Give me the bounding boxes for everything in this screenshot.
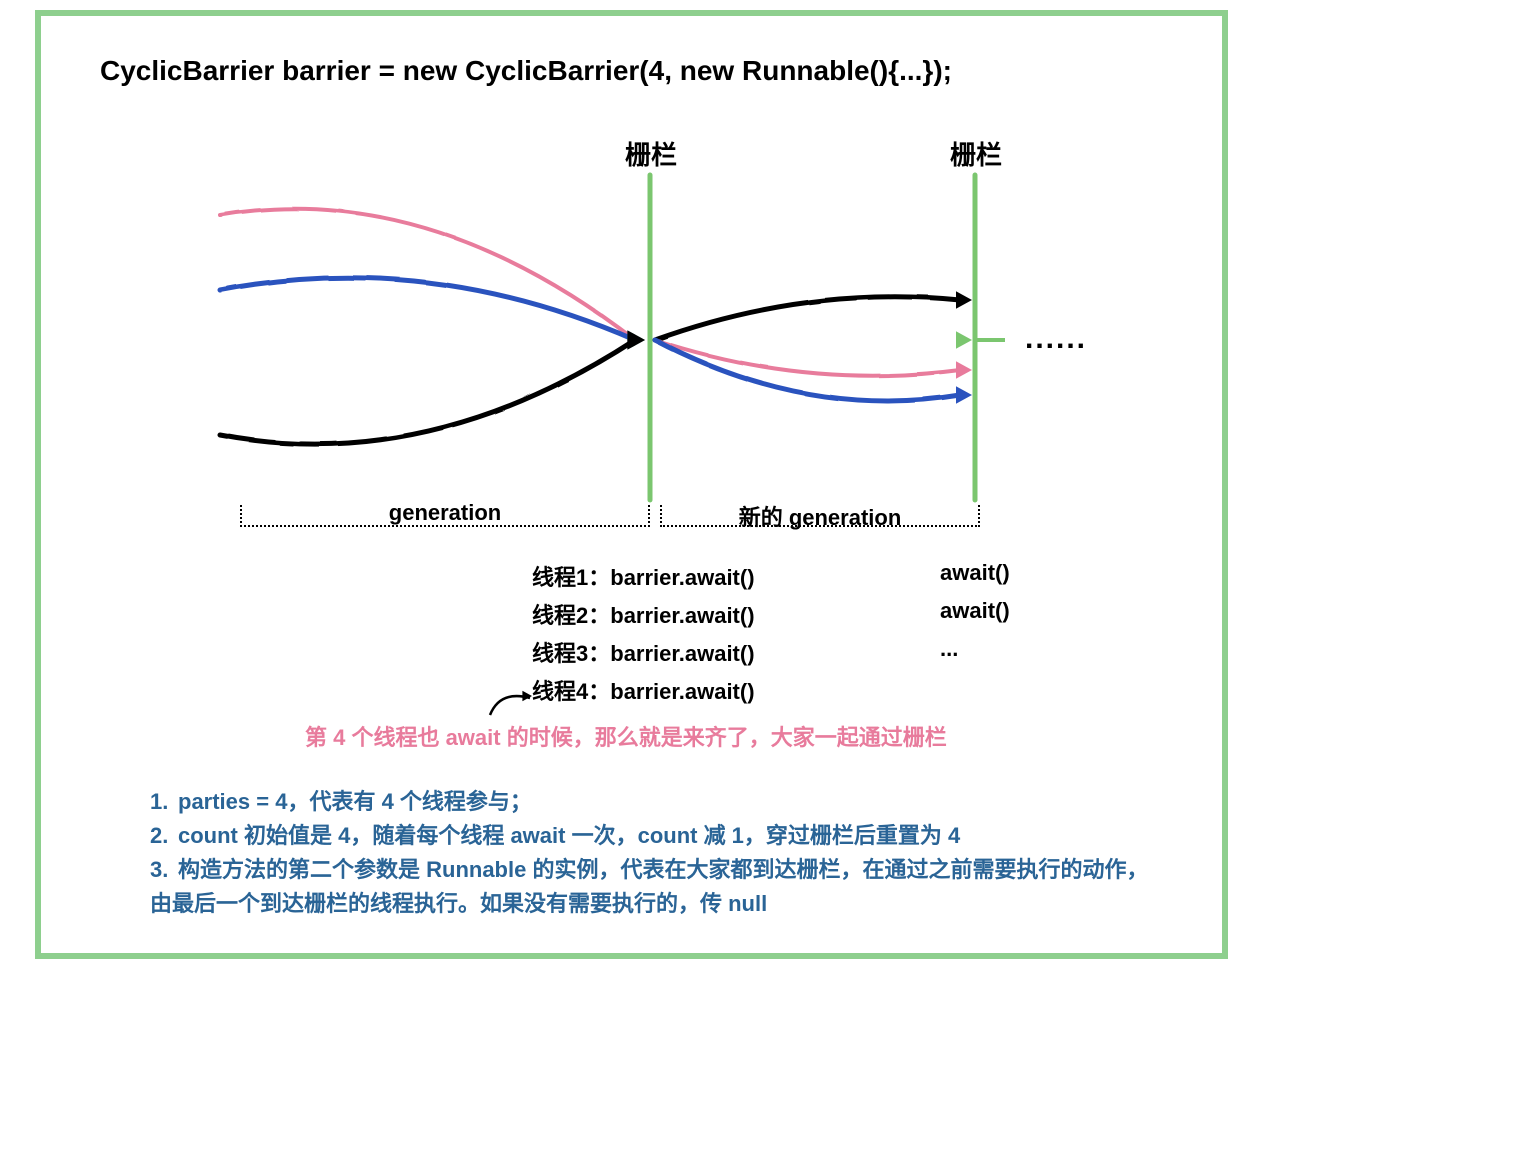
code-title: CyclicBarrier barrier = new CyclicBarrie… [100,55,952,87]
thread-right-1: await() [940,560,1010,586]
thread-line-2: 线程2：barrier.await() [532,598,755,630]
thread-right-2: await() [940,598,1010,624]
pink-annotation: 第 4 个线程也 await 的时候，那么就是来齐了，大家一起通过栅栏 [305,720,947,752]
note-2: 2.count 初始值是 4，随着每个线程 await 一次，count 减 1… [150,819,1170,853]
note-1: 1.parties = 4，代表有 4 个线程参与； [150,785,1170,819]
thread-line-4: 线程4：barrier.await() [532,674,755,706]
thread-line-3: 线程3：barrier.await() [532,636,755,668]
barrier-label-1: 栅栏 [625,135,677,172]
gen2-label: 新的 generation [660,500,980,532]
continuation-dots: ...... [1025,322,1087,356]
note-3: 3.构造方法的第二个参数是 Runnable 的实例，代表在大家都到达栅栏，在通… [150,853,1170,921]
thread-right-3: ... [940,636,958,662]
barrier-label-2: 栅栏 [950,135,1002,172]
gen1-label: generation [240,500,650,526]
notes-list: 1.parties = 4，代表有 4 个线程参与； 2.count 初始值是 … [150,785,1170,921]
thread-line-1: 线程1：barrier.await() [532,560,755,592]
